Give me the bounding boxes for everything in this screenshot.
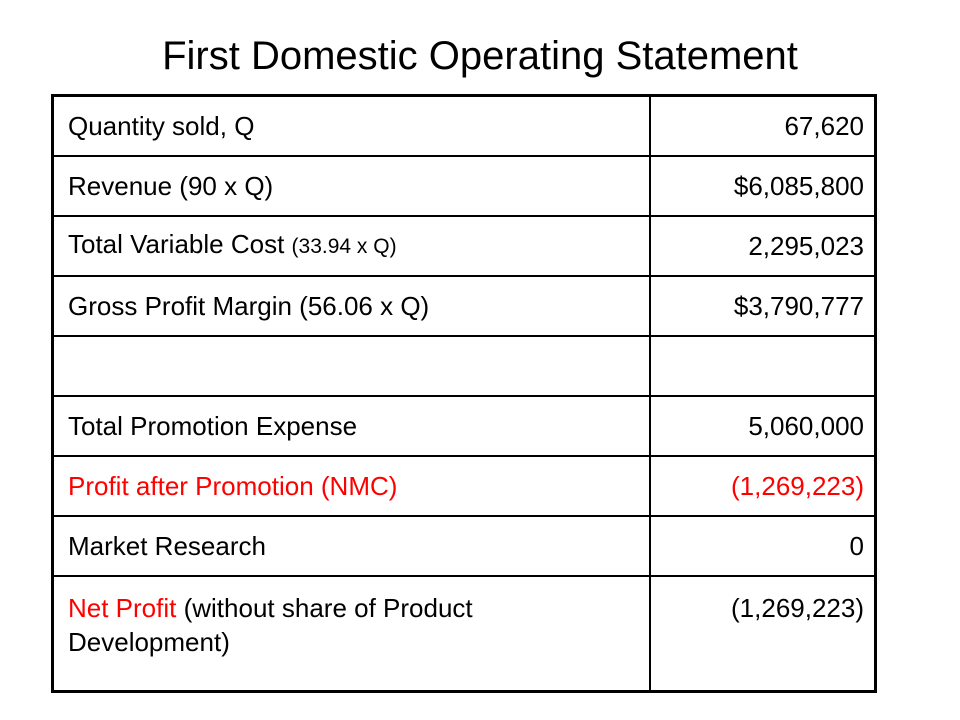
table-row: Gross Profit Margin (56.06 x Q) $3,790,7…	[51, 274, 877, 337]
row-label	[51, 334, 651, 397]
table-row: Total Variable Cost (33.94 x Q) 2,295,02…	[51, 214, 877, 277]
row-label: Total Promotion Expense	[51, 394, 651, 457]
table-row-empty	[51, 334, 877, 397]
row-label: Revenue (90 x Q)	[51, 154, 651, 217]
row-label-highlight: Net Profit	[68, 592, 177, 623]
row-label: Gross Profit Margin (56.06 x Q)	[51, 274, 651, 337]
row-value: 2,295,023	[648, 214, 877, 277]
row-value: (1,269,223)	[648, 574, 877, 693]
operating-statement-table: Quantity sold, Q 67,620 Revenue (90 x Q)…	[51, 94, 877, 693]
row-label-cell: Total Variable Cost (33.94 x Q)	[51, 214, 651, 277]
row-value: $3,790,777	[648, 274, 877, 337]
row-value: 67,620	[648, 94, 877, 157]
row-label: Profit after Promotion (NMC)	[51, 454, 651, 517]
row-value: (1,269,223)	[648, 454, 877, 517]
row-label-note: (33.94 x Q)	[291, 235, 397, 258]
row-value	[648, 334, 877, 397]
table-row-net-profit: Net Profit (without share of Product Dev…	[51, 574, 877, 693]
row-label: Market Research	[51, 514, 651, 577]
table-row-highlight: Profit after Promotion (NMC) (1,269,223)	[51, 454, 877, 517]
row-label: Total Variable Cost	[68, 229, 285, 259]
row-label: Quantity sold, Q	[51, 94, 651, 157]
row-label-cell: Net Profit (without share of Product Dev…	[51, 574, 651, 693]
table-row: Market Research 0	[51, 514, 877, 577]
table-row: Quantity sold, Q 67,620	[51, 94, 877, 157]
row-value: $6,085,800	[648, 154, 877, 217]
table-row: Total Promotion Expense 5,060,000	[51, 394, 877, 457]
row-label-rest: (without share of Product Development)	[68, 592, 473, 657]
row-value: 0	[648, 514, 877, 577]
page-title: First Domestic Operating Statement	[162, 34, 798, 78]
table-row: Revenue (90 x Q) $6,085,800	[51, 154, 877, 217]
row-value: 5,060,000	[648, 394, 877, 457]
